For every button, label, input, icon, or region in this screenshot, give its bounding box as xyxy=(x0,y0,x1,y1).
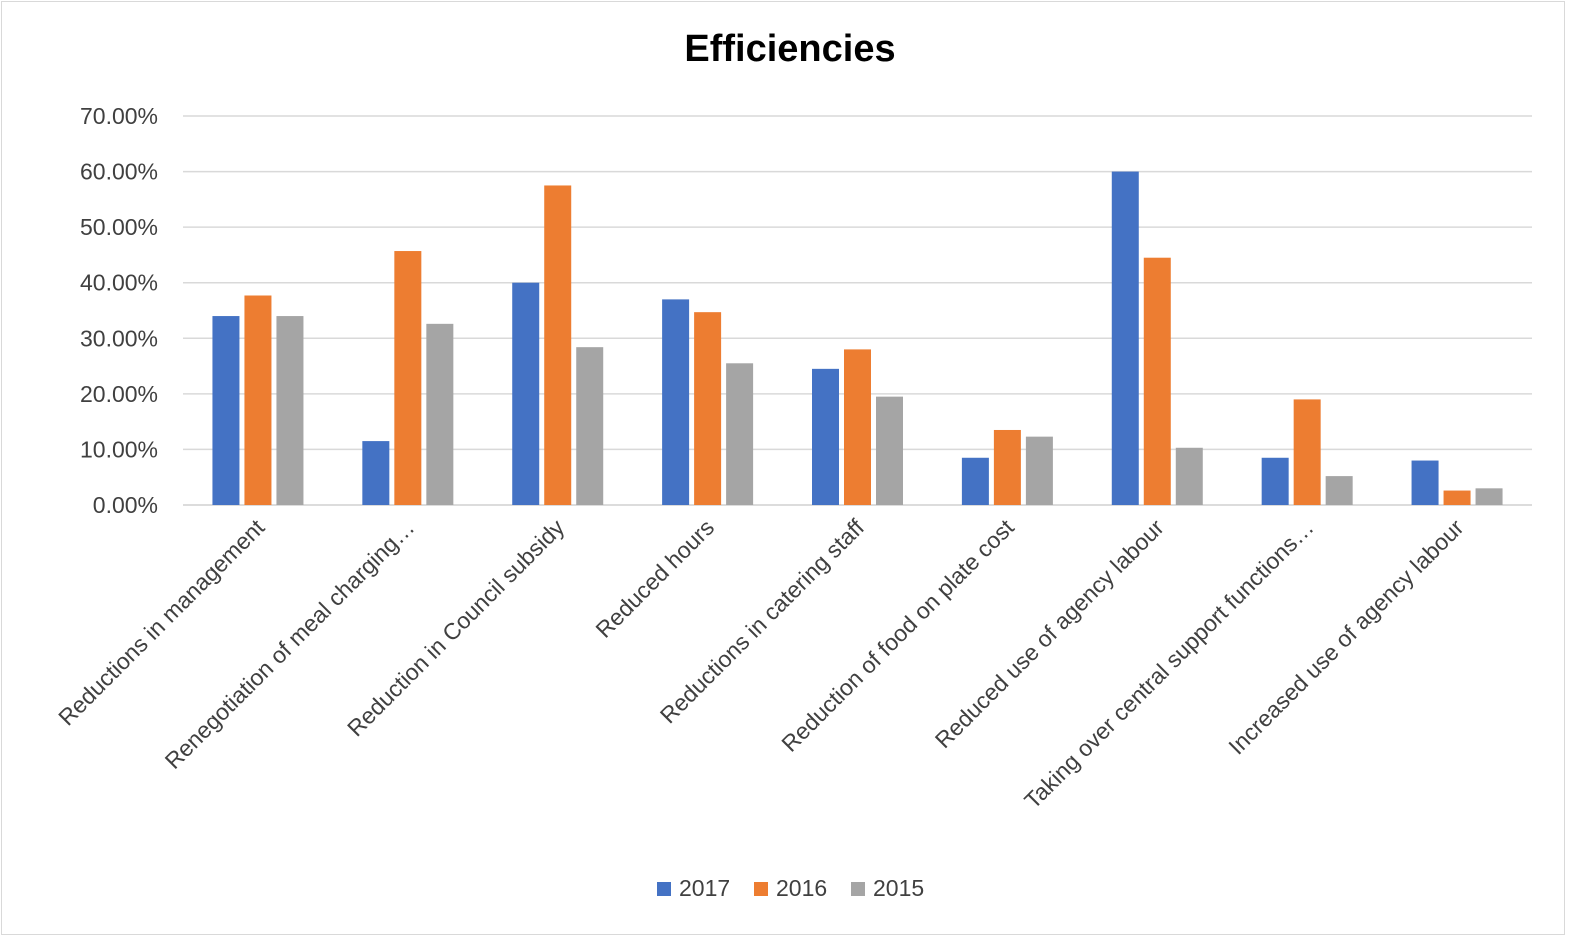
legend-swatch-2017 xyxy=(657,882,671,896)
legend-label: 2015 xyxy=(873,875,924,901)
bar-2016-6 xyxy=(1143,257,1171,505)
bar-2017-8 xyxy=(1411,460,1439,505)
bar-2015-8 xyxy=(1475,488,1503,505)
x-tick-label: Reduced hours xyxy=(590,514,719,643)
bar-2015-7 xyxy=(1325,476,1353,505)
bar-2017-2 xyxy=(512,282,540,505)
bar-2016-4 xyxy=(844,349,871,505)
y-tick-label: 50.00% xyxy=(80,214,158,240)
bar-2016-2 xyxy=(544,185,572,505)
y-axis-ticks: 0.00% 10.00% 20.00% 30.00% 40.00% 50.00% 60.00… xyxy=(80,103,158,518)
bar-2015-1 xyxy=(426,323,454,505)
bar-2017-3 xyxy=(662,299,690,505)
bar-2015-5 xyxy=(1025,436,1053,505)
y-tick-label: 10.00% xyxy=(80,436,158,462)
x-tick-label: Taking over central support functions… xyxy=(1019,514,1319,814)
x-tick-label: Reduction of food on plate cost xyxy=(776,514,1019,757)
bar-2017-6 xyxy=(1111,171,1139,506)
legend: 2017 2016 2015 xyxy=(657,875,924,901)
y-tick-label: 70.00% xyxy=(80,103,158,129)
bar-2017-5 xyxy=(961,457,989,505)
y-tick-label: 60.00% xyxy=(80,159,158,185)
y-tick-label: 40.00% xyxy=(80,270,158,296)
bar-2015-0 xyxy=(276,316,304,505)
legend-swatch-2015 xyxy=(851,882,865,896)
bar-2016-7 xyxy=(1293,399,1321,505)
bar-2015-6 xyxy=(1175,447,1203,505)
x-tick-label: Increased use of agency labour xyxy=(1223,514,1469,760)
bar-2016-8 xyxy=(1443,490,1471,505)
y-tick-label: 0.00% xyxy=(93,492,158,518)
y-tick-label: 20.00% xyxy=(80,381,158,407)
bar-2015-4 xyxy=(876,396,903,505)
bar-2017-0 xyxy=(212,316,240,505)
y-tick-label: 30.00% xyxy=(80,325,158,351)
legend-swatch-2016 xyxy=(754,882,768,896)
bars xyxy=(212,171,1503,506)
bar-2017-1 xyxy=(362,441,390,505)
bar-2016-0 xyxy=(244,295,272,505)
legend-label: 2016 xyxy=(776,875,827,901)
bar-2016-3 xyxy=(694,312,722,505)
bar-2017-7 xyxy=(1261,457,1289,505)
bar-2015-2 xyxy=(576,347,604,505)
x-tick-label: Renegotiation of meal charging… xyxy=(160,514,420,774)
bar-2016-5 xyxy=(993,429,1021,505)
legend-label: 2017 xyxy=(679,875,730,901)
bar-2015-3 xyxy=(726,363,754,505)
bar-2017-4 xyxy=(812,368,839,505)
chart-title: Efficiencies xyxy=(684,28,896,70)
bar-2016-1 xyxy=(394,251,422,505)
